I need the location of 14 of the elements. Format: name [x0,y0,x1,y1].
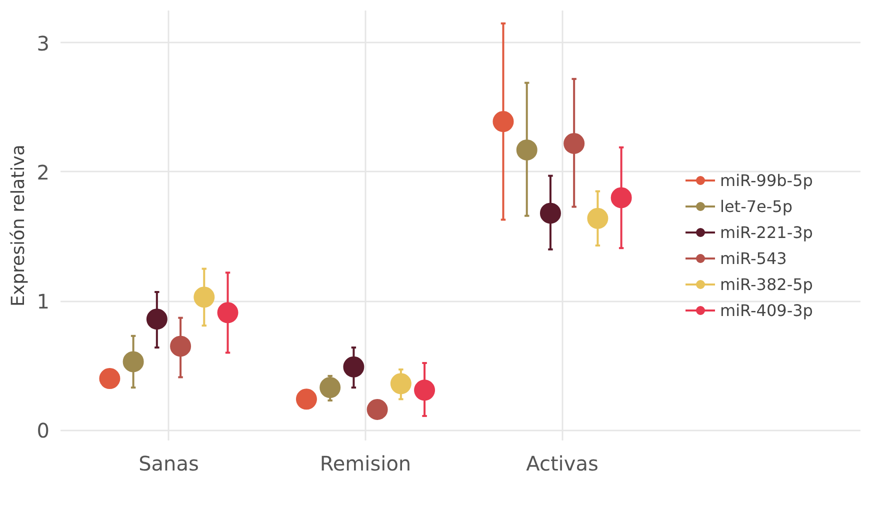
x-tick-label: Activas [526,452,598,476]
x-tick-label: Remision [320,452,412,476]
x-tick-label: Sanas [138,452,199,476]
y-axis-title: Expresión relativa [8,144,29,306]
y-tick-label: 2 [36,160,50,184]
y-tick-label: 3 [36,31,50,56]
legend-label: miR-543 [720,248,787,268]
legend-label: let-7e-5p [720,196,792,216]
legend-label: miR-409-3p [720,300,813,320]
legend-label: miR-382-5p [720,274,813,294]
y-tick-label: 0 [36,418,50,443]
legend-label: miR-221-3p [720,222,813,242]
legend-label: miR-99b-5p [720,170,813,190]
y-tick-label: 1 [36,290,50,314]
